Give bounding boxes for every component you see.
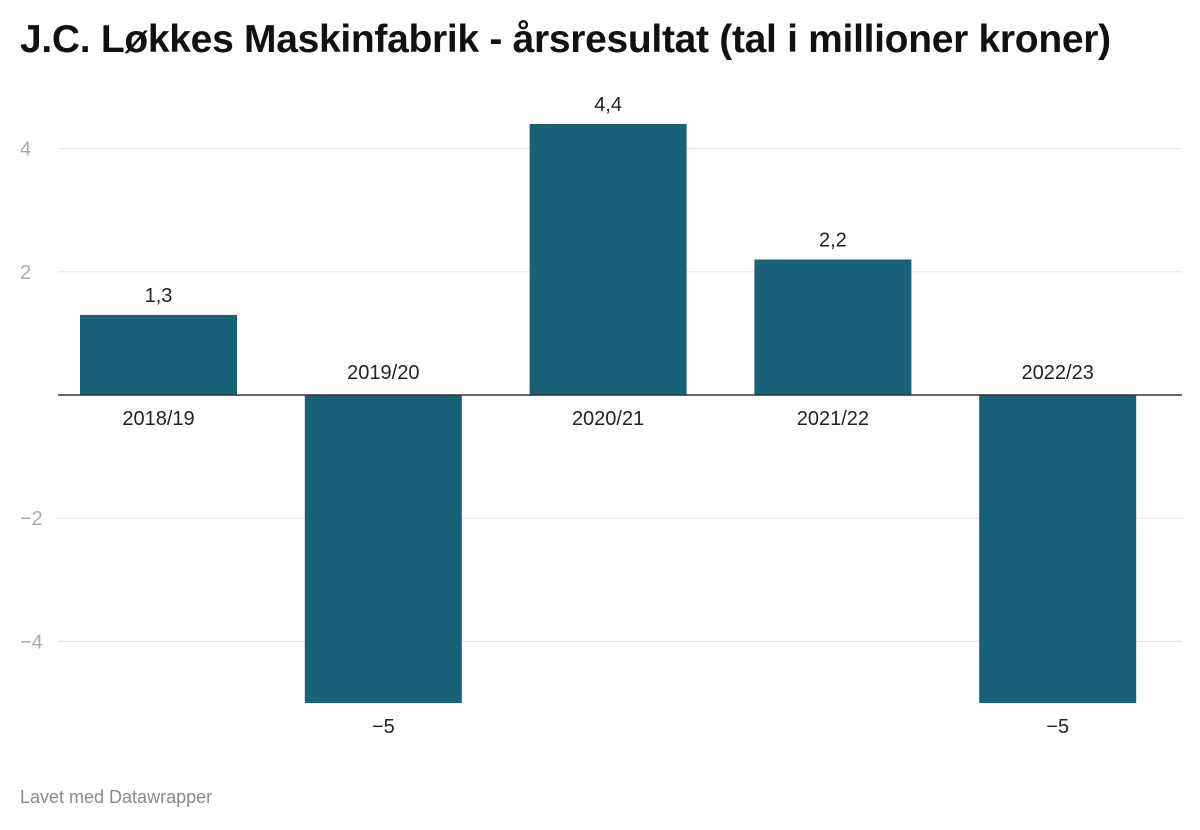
bar <box>80 314 237 395</box>
bar-value-label: 1,3 <box>145 285 173 307</box>
footer-credit: Lavet med Datawrapper <box>20 787 213 807</box>
y-axis-ticks: 4 2 −2 −4 <box>20 139 43 654</box>
category-label: 2022/23 <box>1022 362 1094 384</box>
y-tick-label: −4 <box>20 631 43 653</box>
bar-value-label: 2,2 <box>819 229 847 251</box>
category-label: 2020/21 <box>572 408 644 430</box>
y-tick-label: −2 <box>20 508 43 530</box>
y-tick-label: 2 <box>20 262 31 284</box>
bar-value-label: −5 <box>372 716 395 738</box>
category-label: 2018/19 <box>122 408 194 430</box>
bar <box>529 123 687 396</box>
bar-value-label: 4,4 <box>594 94 622 116</box>
bar <box>754 259 912 395</box>
category-label: 2019/20 <box>347 362 419 384</box>
bar <box>304 395 462 703</box>
labels: 1,3 2018/19 −5 2019/20 4,4 2020/21 2,2 2021/22 −… <box>122 94 1093 738</box>
bars <box>80 123 1137 703</box>
category-label: 2021/22 <box>797 408 869 430</box>
bar <box>979 395 1137 703</box>
y-tick-label: 4 <box>20 139 31 161</box>
chart-title: J.C. Løkkes Maskinfabrik - årsresultat (… <box>20 18 1111 61</box>
bar-value-label: −5 <box>1046 716 1069 738</box>
